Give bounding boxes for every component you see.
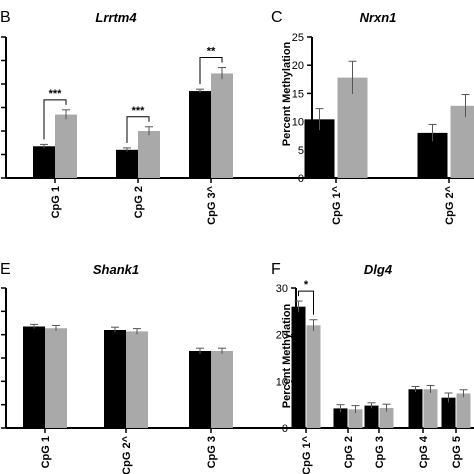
bar-group1 [116,149,138,178]
x-tick-label: CpG 1^ [331,185,343,224]
panel-letter-b: B [0,9,11,26]
bar-group1 [104,330,126,428]
panel-f-chart: 0 10 20 30 CpG 1^ CpG 2 CpG 3 CpG 4 CpG 5 * [276,279,474,474]
x-tick-label: CpG 1 [40,436,52,468]
panel-f-title: Dlg4 [364,262,393,277]
bar-group1 [189,91,211,178]
bar-group1 [408,389,423,428]
panel-c-title: Nrxn1 [360,10,397,25]
bar-group1 [189,351,211,428]
y-tick-label: 15 [292,88,304,100]
panel-letter-c: C [271,9,283,26]
bar-group2 [306,325,321,428]
panel-letter-e: E [0,261,11,278]
significance-bracket [126,116,150,143]
x-tick-label: CpG 3 [374,436,386,468]
bar-group2 [45,328,67,428]
y-tick-label: 30 [276,283,288,295]
y-tick-label: 20 [292,60,304,72]
y-tick-label: 25 [292,32,304,44]
y-tick-label: 5 [298,145,304,157]
x-tick-label: CpG 4 [418,435,430,468]
bar-group1 [291,306,306,428]
bar-group1 [364,405,379,428]
panel-b-title: Lrrtm4 [95,10,137,25]
bar-group2 [211,351,233,428]
bar-group1 [441,397,456,428]
significance-label: * [304,279,309,291]
panel-e-chart: CpG 1 CpG 2^ CpG 3 [1,287,474,474]
y-tick-label: 20 [276,330,288,342]
x-tick-label: CpG 2 [133,186,145,218]
y-tick-label: 0 [282,423,288,435]
y-tick-label: 10 [292,117,304,129]
bar-group2 [379,407,394,428]
x-tick-label: CpG 3^ [206,185,218,224]
panel-f-ylabel: Percent Methylation [281,303,293,408]
bar-group2 [211,73,233,178]
bar-group1 [23,326,45,428]
panel-e-title: Shank1 [93,262,139,277]
significance-label: ** [207,46,216,58]
y-tick-label: 10 [276,376,288,388]
x-tick-label: CpG 5 [451,436,463,468]
panel-c-chart: 0 5 10 15 20 25 CpG 1^ CpG 2^ [292,32,474,225]
x-tick-label: CpG 1^ [301,435,313,474]
significance-bracket [298,290,314,315]
bar-group2 [348,409,363,428]
bar-group2 [337,77,368,178]
x-tick-label: CpG 2 [343,436,355,468]
panel-b-chart: CpG 1 CpG 2 CpG 3^******** [1,36,474,225]
x-tick-label: CpG 2^ [121,435,133,474]
x-tick-label: CpG 1 [50,186,62,218]
bar-group2 [55,114,77,178]
bar-group2 [450,105,474,178]
significance-bracket [199,57,223,85]
x-tick-label: CpG 2^ [444,185,456,224]
bar-group2 [423,389,438,428]
y-tick-label: 0 [298,173,304,185]
x-tick-label: CpG 3 [206,436,218,468]
bar-group1 [33,146,55,178]
bar-group2 [126,331,148,428]
bar-group2 [456,393,471,428]
panel-c-ylabel: Percent Methylation [281,41,293,146]
significance-label: *** [132,105,146,117]
significance-label: *** [49,88,63,100]
bar-group2 [138,131,160,178]
bar-group1 [333,408,348,428]
panel-letter-f: F [271,261,281,278]
significance-bracket [43,99,67,140]
